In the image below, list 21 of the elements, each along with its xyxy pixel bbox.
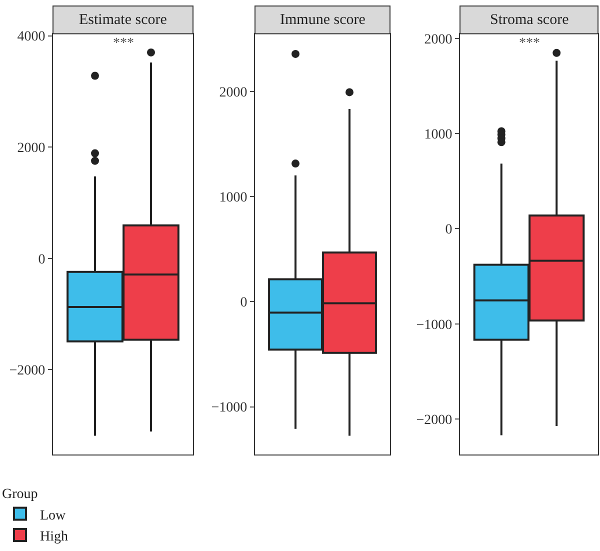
y-tick-label: −2000 — [9, 364, 46, 379]
legend-label: Low — [40, 508, 67, 524]
legend-label: High — [40, 529, 68, 544]
y-tick-label: −1000 — [416, 318, 452, 333]
chart-title: Estimate score — [79, 12, 168, 28]
y-tick-label: 1000 — [424, 127, 452, 142]
chart-title: Stroma score — [490, 12, 570, 28]
y-tick-label: −1000 — [211, 400, 248, 416]
y-tick-label: 2000 — [219, 85, 248, 100]
annotation: *** — [113, 36, 134, 51]
annotation: *** — [519, 36, 540, 51]
y-tick-label: 2000 — [17, 140, 46, 156]
y-tick-label: 1000 — [219, 190, 248, 206]
y-tick-label: 0 — [240, 296, 248, 311]
y-tick-label: −2000 — [416, 412, 452, 428]
y-tick-label: 0 — [38, 252, 46, 268]
legend-title: Group — [2, 487, 38, 502]
chart-title: Immune score — [280, 12, 366, 28]
y-tick-label: 2000 — [424, 32, 452, 48]
y-tick-label: 4000 — [17, 30, 46, 45]
y-tick-label: 0 — [445, 222, 452, 238]
